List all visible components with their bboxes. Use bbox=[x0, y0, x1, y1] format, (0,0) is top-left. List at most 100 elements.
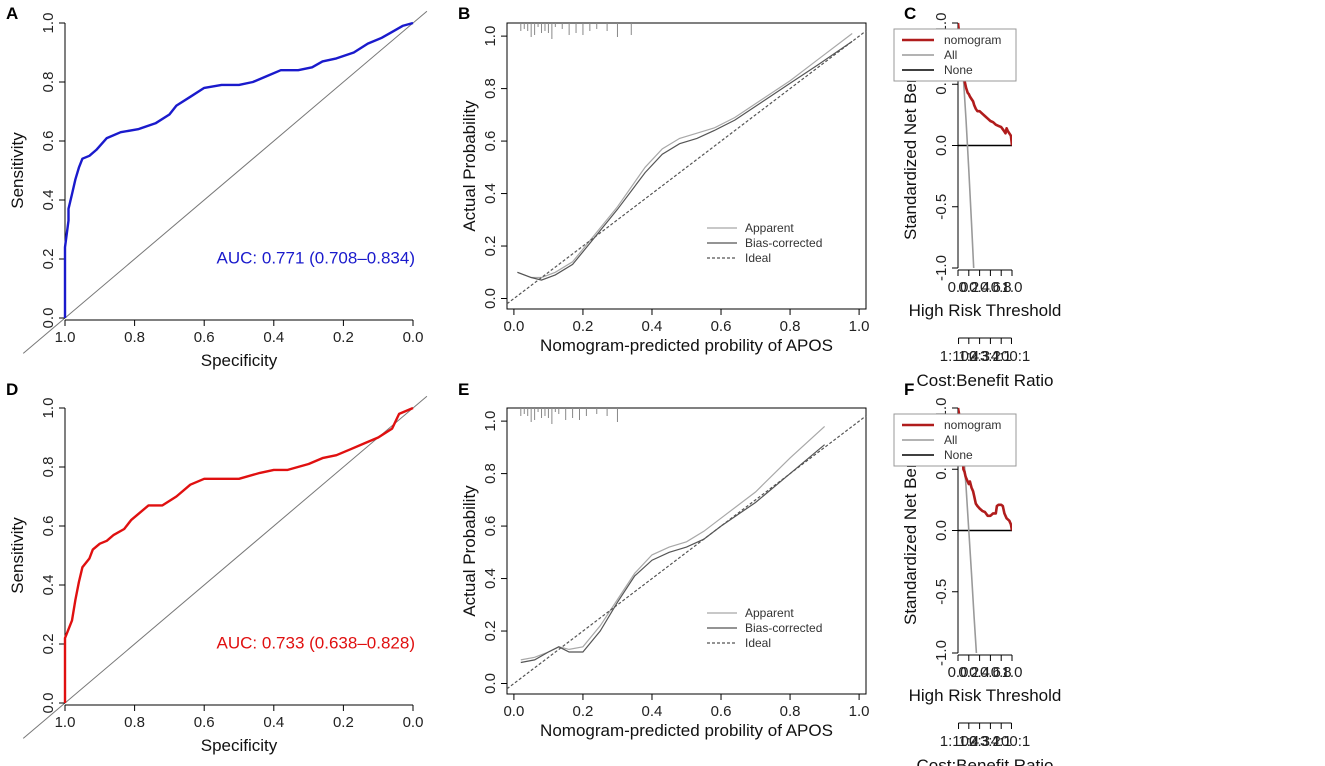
y-tick-label: 0.6 bbox=[40, 516, 57, 537]
x-tick-label: 1.0 bbox=[849, 318, 870, 335]
x-tick-label: 0.0 bbox=[948, 279, 969, 296]
panel-c: C0.00.20.40.60.81.0-1.0-0.50.00.51.0High… bbox=[893, 4, 1061, 390]
legend-label: None bbox=[944, 63, 973, 77]
x-tick-label: 0.8 bbox=[991, 664, 1012, 681]
cost-benefit-axis-label: Cost:Benefit Ratio bbox=[916, 756, 1053, 766]
y-tick-label: 0.6 bbox=[482, 131, 499, 152]
y-tick-label: -1.0 bbox=[933, 255, 950, 281]
y-axis-label: Sensitivity bbox=[8, 517, 27, 594]
auc-annotation: AUC: 0.733 (0.638–0.828) bbox=[217, 633, 415, 652]
cost-benefit-tick-label: 1:4 bbox=[958, 733, 979, 750]
x-tick-label: 0.0 bbox=[503, 703, 524, 720]
x-tick-label: 0.2 bbox=[333, 714, 354, 731]
panel-e: E 0.0 0.2 0.4 0.6 0.8 1.0 0.0 0.2 0.4 0.6 0.8 1.0 Nom… bbox=[458, 380, 870, 740]
x-tick-label: 0.4 bbox=[969, 664, 990, 681]
x-tick-label: 1.0 bbox=[55, 329, 76, 346]
cost-benefit-tick-label: 2:3 bbox=[969, 733, 990, 750]
y-tick-label: 0.0 bbox=[40, 308, 57, 329]
x-tick-label: 0.4 bbox=[263, 329, 284, 346]
x-tick-label: 1.0 bbox=[1002, 664, 1023, 681]
y-tick-label: 0.0 bbox=[482, 673, 499, 694]
x-tick-label: 0.0 bbox=[403, 714, 424, 731]
x-tick-label: 0.4 bbox=[969, 279, 990, 296]
cost-benefit-tick-label: 100:1 bbox=[993, 348, 1031, 365]
cost-benefit-tick-label: 2:3 bbox=[969, 348, 990, 365]
y-tick-label: -0.5 bbox=[933, 194, 950, 220]
panel-letter: A bbox=[6, 4, 18, 23]
y-tick-label: 1.0 bbox=[482, 26, 499, 47]
y-tick-label: 0.4 bbox=[482, 183, 499, 204]
reference-diagonal bbox=[22, 10, 428, 354]
x-tick-label: 0.8 bbox=[780, 318, 801, 335]
calibration-line-apparent bbox=[517, 33, 853, 279]
plot-frame bbox=[506, 22, 867, 310]
x-axis-label: Nomogram-predicted probility of APOS bbox=[540, 721, 833, 740]
panel-letter: E bbox=[458, 380, 469, 399]
x-tick-label: 1.0 bbox=[1002, 279, 1023, 296]
panel-f: F0.00.20.40.60.81.0-1.0-0.50.00.51.0High… bbox=[893, 380, 1062, 766]
calibration-line-bias-corrected bbox=[517, 40, 853, 281]
x-tick-label: 0.2 bbox=[958, 664, 979, 681]
y-axis-label: Actual Probability bbox=[460, 485, 479, 617]
legend-label: All bbox=[944, 48, 957, 62]
cost-benefit-tick-label: 100:1 bbox=[993, 733, 1031, 750]
x-tick-label: 0.4 bbox=[642, 318, 663, 335]
x-tick-label: 0.8 bbox=[991, 279, 1012, 296]
y-tick-label: 0.4 bbox=[482, 568, 499, 589]
x-tick-label: 0.4 bbox=[642, 703, 663, 720]
x-tick-label: 0.0 bbox=[403, 329, 424, 346]
legend-label: nomogram bbox=[944, 418, 1001, 432]
y-tick-label: -1.0 bbox=[933, 640, 950, 666]
calibration-line-ideal bbox=[506, 30, 867, 305]
x-tick-label: 0.2 bbox=[573, 703, 594, 720]
cost-benefit-tick-label: 3:2 bbox=[980, 733, 1001, 750]
y-tick-label: 0.4 bbox=[40, 575, 57, 596]
x-tick-label: 0.0 bbox=[503, 318, 524, 335]
cost-benefit-tick-label: 4:1 bbox=[991, 733, 1012, 750]
y-tick-label: -0.5 bbox=[933, 579, 950, 605]
legend-label: Bias-corrected bbox=[745, 621, 822, 635]
x-tick-label: 0.2 bbox=[333, 329, 354, 346]
legend-label: Apparent bbox=[745, 221, 794, 235]
panel-letter: C bbox=[904, 4, 916, 23]
y-tick-label: 1.0 bbox=[40, 13, 57, 34]
panel-d: D 1.0 0.8 0.6 0.4 0.2 0.0 0.0 0.2 0.4 0.6 0.8 1.0 Spe… bbox=[6, 380, 428, 755]
panel-a: A 1.0 0.8 0.6 0.4 0.2 0.0 0.0 0.2 0.4 0.6 0.8 1.0 Spe… bbox=[6, 4, 428, 370]
x-tick-label: 0.6 bbox=[194, 329, 215, 346]
y-tick-label: 1.0 bbox=[482, 411, 499, 432]
x-tick-label: 0.8 bbox=[124, 714, 145, 731]
y-tick-label: 0.8 bbox=[482, 78, 499, 99]
y-tick-label: 0.8 bbox=[40, 457, 57, 478]
cost-benefit-tick-label: 4:1 bbox=[991, 348, 1012, 365]
y-tick-label: 0.0 bbox=[482, 288, 499, 309]
y-tick-label: 1.0 bbox=[933, 13, 950, 34]
legend-label: Ideal bbox=[745, 636, 771, 650]
legend-label: nomogram bbox=[944, 33, 1001, 47]
x-tick-label: 0.6 bbox=[711, 703, 732, 720]
calibration-line-bias-corrected bbox=[520, 444, 825, 664]
x-tick-label: 0.6 bbox=[980, 279, 1001, 296]
x-axis-label: Specificity bbox=[201, 351, 278, 370]
x-tick-label: 0.6 bbox=[194, 714, 215, 731]
cost-benefit-tick-label: 3:2 bbox=[980, 348, 1001, 365]
roc-curve bbox=[63, 406, 414, 703]
legend-label: Apparent bbox=[745, 606, 794, 620]
auc-annotation: AUC: 0.771 (0.708–0.834) bbox=[217, 248, 415, 267]
y-tick-label: 0.6 bbox=[40, 131, 57, 152]
calibration-line-ideal bbox=[506, 415, 867, 690]
y-tick-label: 0.2 bbox=[482, 621, 499, 642]
x-tick-label: 0.6 bbox=[980, 664, 1001, 681]
cost-benefit-tick-label: 1:100 bbox=[940, 733, 978, 750]
x-tick-label: 0.2 bbox=[958, 279, 979, 296]
panel-letter: D bbox=[6, 380, 18, 399]
y-tick-label: 0.2 bbox=[40, 634, 57, 655]
legend-label: None bbox=[944, 448, 973, 462]
legend-label: Bias-corrected bbox=[745, 236, 822, 250]
y-tick-label: 0.8 bbox=[40, 72, 57, 93]
x-axis-label: High Risk Threshold bbox=[909, 686, 1062, 705]
y-tick-label: 0.2 bbox=[40, 249, 57, 270]
reference-diagonal bbox=[22, 395, 428, 739]
y-tick-label: 0.0 bbox=[933, 520, 950, 541]
cost-benefit-axis-label: Cost:Benefit Ratio bbox=[916, 371, 1053, 390]
